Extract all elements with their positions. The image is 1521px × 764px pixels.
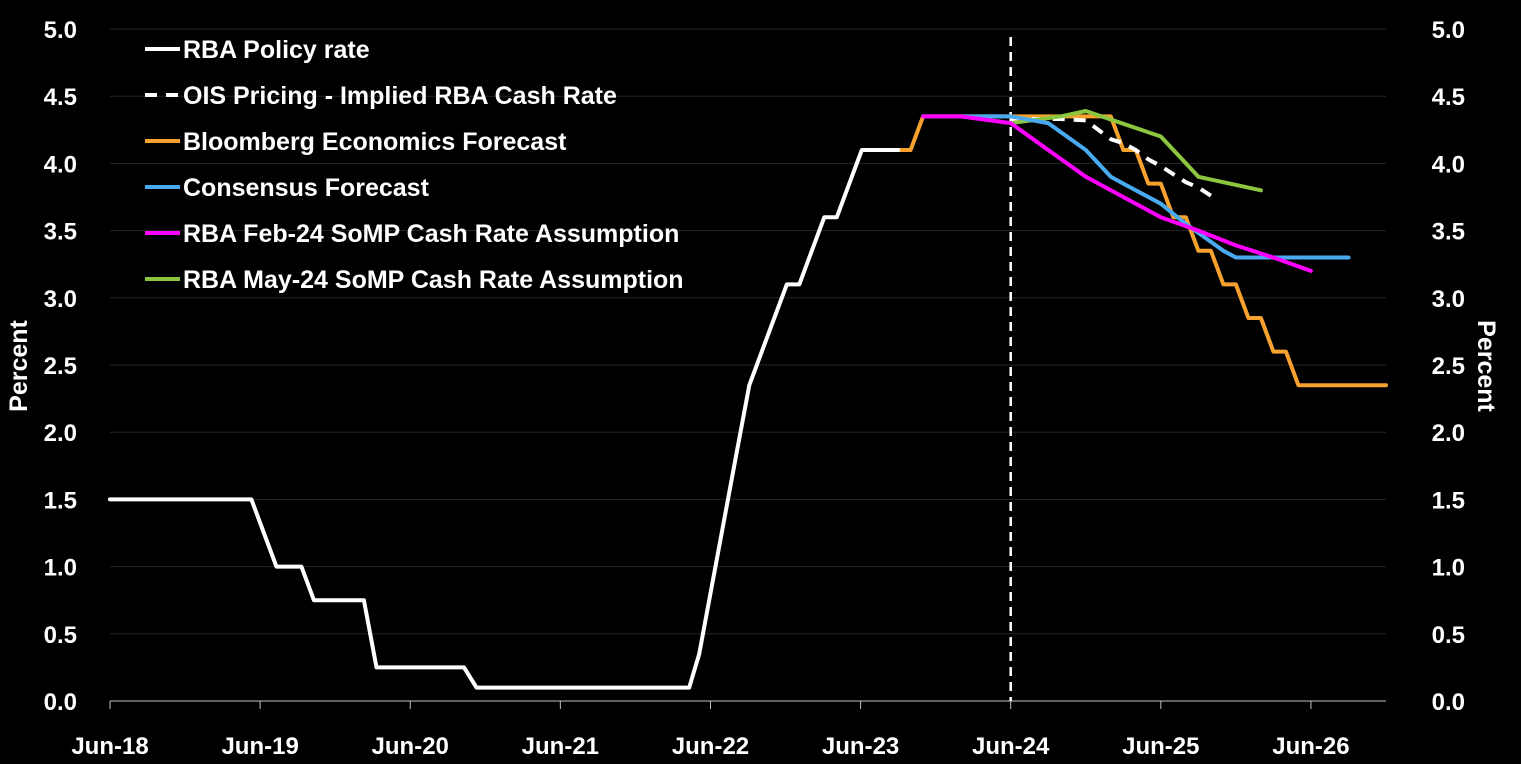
axes: 0.0 0.0 0.5 0.5 1.0 1.0 1.5 1.5 2.0 2.0 2.5 2.5 3.0 3…	[44, 17, 1465, 760]
x-tick-Jun-26: Jun-26	[1272, 733, 1349, 760]
y-tick-left-4.0: 4.0	[44, 151, 77, 178]
series-lines	[108, 37, 1388, 701]
y-tick-right-2.0: 2.0	[1432, 420, 1465, 447]
gridlines	[110, 28, 1386, 635]
y-tick-right-5.0: 5.0	[1432, 17, 1465, 44]
legend-label-rba-may-24-somp-cash-rate-assumption: RBA May-24 SoMP Cash Rate Assumption	[183, 266, 684, 294]
y-tick-right-0.5: 0.5	[1432, 622, 1465, 649]
y-tick-left-3.0: 3.0	[44, 286, 77, 313]
y-tick-right-3.5: 3.5	[1432, 219, 1465, 246]
legend-label-ois-pricing-implied-rba-cash-rate: OIS Pricing - Implied RBA Cash Rate	[183, 82, 617, 110]
y-tick-left-1.5: 1.5	[44, 487, 77, 514]
series-line-ois-pricing-implied-rba-cash-rate	[1010, 117, 1212, 198]
legend-label-consensus-forecast: Consensus Forecast	[183, 174, 430, 202]
y-tick-right-4.5: 4.5	[1432, 84, 1465, 111]
y-tick-left-5.0: 5.0	[44, 17, 77, 44]
series-line-consensus-forecast	[921, 114, 1351, 260]
legend-label-bloomberg-economics-forecast: Bloomberg Economics Forecast	[183, 128, 567, 156]
y-tick-left-2.0: 2.0	[44, 420, 77, 447]
y-tick-left-0.5: 0.5	[44, 622, 77, 649]
x-tick-Jun-19: Jun-19	[221, 733, 298, 760]
y-tick-right-4.0: 4.0	[1432, 151, 1465, 178]
x-tick-Jun-22: Jun-22	[672, 733, 749, 760]
y-tick-left-1.0: 1.0	[44, 555, 77, 582]
legend-label-rba-feb-24-somp-cash-rate-assumption: RBA Feb-24 SoMP Cash Rate Assumption	[183, 220, 679, 248]
y-tick-right-3.0: 3.0	[1432, 286, 1465, 313]
x-tick-Jun-23: Jun-23	[822, 733, 899, 760]
series-line-rba-policy-rate	[108, 148, 901, 690]
legend: RBA Policy rate OIS Pricing - Implied RBA…	[145, 36, 684, 294]
y-tick-left-4.5: 4.5	[44, 84, 77, 111]
series-line-rba-may-24-somp-cash-rate-assumption	[1008, 109, 1263, 193]
legend-label-rba-policy-rate: RBA Policy rate	[183, 36, 370, 64]
series-line-rba-feb-24-somp-cash-rate-assumption	[921, 114, 1313, 273]
y-tick-left-3.5: 3.5	[44, 219, 77, 246]
y-axis-label-right: Percent	[1472, 320, 1500, 412]
x-tick-Jun-25: Jun-25	[1122, 733, 1199, 760]
x-tick-Jun-21: Jun-21	[522, 733, 599, 760]
x-tick-Jun-20: Jun-20	[372, 733, 449, 760]
y-tick-right-1.5: 1.5	[1432, 487, 1465, 514]
x-tick-Jun-24: Jun-24	[972, 733, 1050, 760]
y-axis-label-left: Percent	[5, 319, 33, 411]
y-tick-left-2.5: 2.5	[44, 353, 77, 380]
y-tick-right-1.0: 1.0	[1432, 555, 1465, 582]
y-tick-right-0.0: 0.0	[1432, 689, 1465, 716]
x-tick-Jun-18: Jun-18	[71, 733, 148, 760]
y-tick-left-0.0: 0.0	[44, 689, 77, 716]
y-tick-right-2.5: 2.5	[1432, 353, 1465, 380]
